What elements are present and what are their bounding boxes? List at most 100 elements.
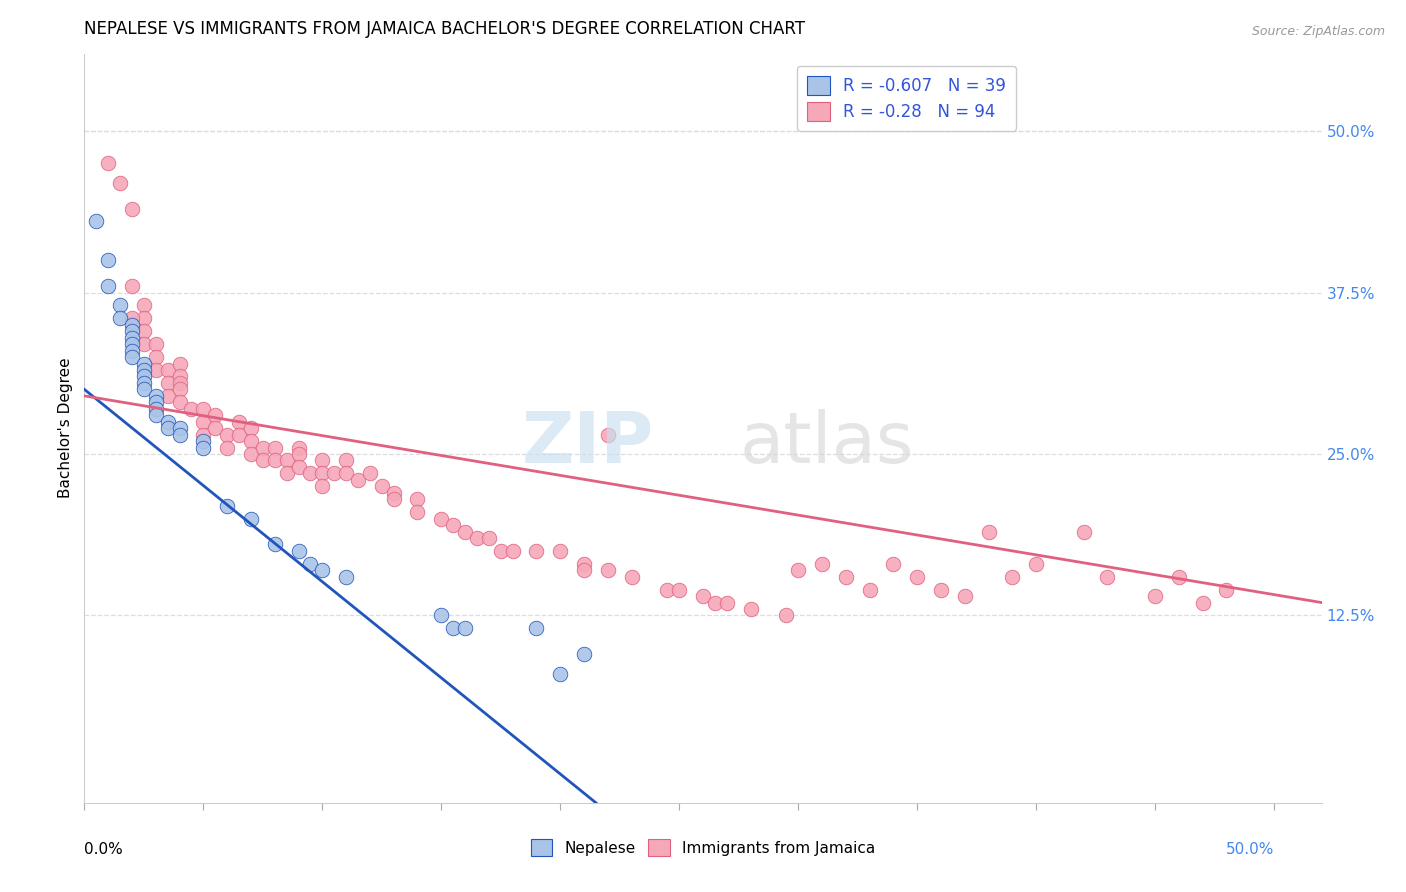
Point xyxy=(132,298,155,312)
Point xyxy=(156,363,179,377)
Text: ZIP: ZIP xyxy=(522,409,654,477)
Point xyxy=(204,421,226,435)
Point xyxy=(287,447,309,461)
Point xyxy=(311,479,333,493)
Point xyxy=(193,427,215,442)
Point xyxy=(882,557,904,571)
Point xyxy=(465,531,488,545)
Point xyxy=(858,582,880,597)
Point xyxy=(132,363,155,377)
Point xyxy=(145,409,167,423)
Point xyxy=(132,337,155,351)
Point xyxy=(287,544,309,558)
Point xyxy=(145,395,167,409)
Point xyxy=(145,401,167,416)
Point xyxy=(263,537,285,551)
Point xyxy=(239,511,262,525)
Point xyxy=(1144,589,1167,603)
Point xyxy=(953,589,976,603)
Point xyxy=(347,473,370,487)
Point xyxy=(1215,582,1237,597)
Point xyxy=(335,453,357,467)
Point xyxy=(169,383,191,397)
Point xyxy=(132,383,155,397)
Point xyxy=(1025,557,1047,571)
Y-axis label: Bachelor's Degree: Bachelor's Degree xyxy=(58,358,73,499)
Point xyxy=(382,492,405,507)
Point xyxy=(193,434,215,448)
Point xyxy=(121,331,143,345)
Point xyxy=(121,337,143,351)
Point xyxy=(572,557,595,571)
Point xyxy=(252,453,274,467)
Point xyxy=(1001,570,1024,584)
Point xyxy=(835,570,858,584)
Text: atlas: atlas xyxy=(740,409,914,477)
Point xyxy=(596,427,619,442)
Point xyxy=(572,647,595,661)
Point xyxy=(97,253,120,268)
Point xyxy=(1191,596,1213,610)
Point xyxy=(977,524,1000,539)
Point xyxy=(204,409,226,423)
Point xyxy=(548,666,571,681)
Point xyxy=(382,485,405,500)
Point xyxy=(217,499,239,513)
Point xyxy=(252,441,274,455)
Point xyxy=(132,369,155,384)
Text: 0.0%: 0.0% xyxy=(84,842,124,856)
Point xyxy=(775,608,797,623)
Point xyxy=(454,524,477,539)
Point xyxy=(121,318,143,332)
Point xyxy=(145,350,167,364)
Point xyxy=(548,544,571,558)
Point xyxy=(454,621,477,635)
Point xyxy=(108,298,131,312)
Text: NEPALESE VS IMMIGRANTS FROM JAMAICA BACHELOR'S DEGREE CORRELATION CHART: NEPALESE VS IMMIGRANTS FROM JAMAICA BACH… xyxy=(84,21,806,38)
Point xyxy=(263,441,285,455)
Point xyxy=(97,279,120,293)
Point xyxy=(121,324,143,338)
Point xyxy=(156,415,179,429)
Point xyxy=(905,570,928,584)
Point xyxy=(276,453,298,467)
Point xyxy=(169,395,191,409)
Point xyxy=(239,421,262,435)
Point xyxy=(1167,570,1189,584)
Point xyxy=(287,441,309,455)
Point xyxy=(169,369,191,384)
Point xyxy=(299,557,322,571)
Point xyxy=(929,582,952,597)
Point xyxy=(526,621,548,635)
Point xyxy=(121,343,143,358)
Point xyxy=(502,544,524,558)
Point xyxy=(276,467,298,481)
Point xyxy=(335,570,357,584)
Point xyxy=(406,505,429,519)
Point xyxy=(359,467,381,481)
Point xyxy=(406,492,429,507)
Point xyxy=(132,324,155,338)
Point xyxy=(478,531,501,545)
Point xyxy=(526,544,548,558)
Text: 50.0%: 50.0% xyxy=(1226,842,1274,856)
Point xyxy=(430,511,453,525)
Point xyxy=(811,557,834,571)
Point xyxy=(156,376,179,390)
Point xyxy=(97,156,120,170)
Point xyxy=(145,337,167,351)
Point xyxy=(596,563,619,577)
Point xyxy=(193,415,215,429)
Point xyxy=(692,589,714,603)
Point xyxy=(180,401,202,416)
Point xyxy=(287,459,309,474)
Point xyxy=(169,376,191,390)
Point xyxy=(217,441,239,455)
Point xyxy=(217,427,239,442)
Point xyxy=(668,582,690,597)
Point xyxy=(132,376,155,390)
Point xyxy=(84,214,107,228)
Point xyxy=(121,311,143,326)
Point xyxy=(371,479,394,493)
Point xyxy=(132,311,155,326)
